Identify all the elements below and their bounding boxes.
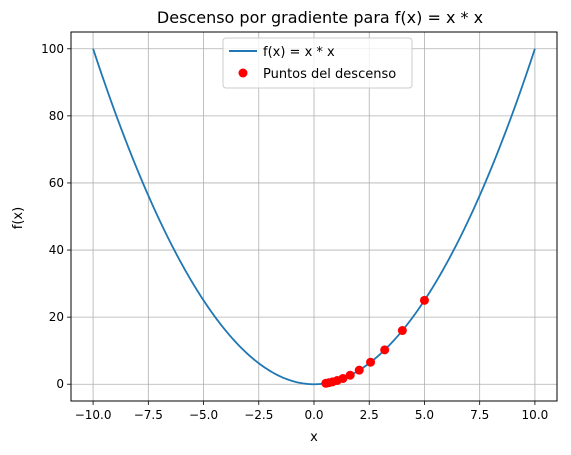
legend: f(x) = x * x Puntos del descenso bbox=[222, 37, 413, 89]
y-tick-label: 60 bbox=[49, 176, 64, 190]
chart-title: Descenso por gradiente para f(x) = x * x bbox=[157, 8, 483, 27]
grid bbox=[71, 32, 557, 401]
legend-label-points: Puntos del descenso bbox=[263, 67, 396, 82]
legend-label-curve: f(x) = x * x bbox=[263, 45, 335, 60]
x-tick-label: −7.5 bbox=[134, 408, 163, 422]
curve-layer bbox=[92, 48, 536, 386]
x-tick-label: 2.5 bbox=[360, 408, 379, 422]
x-tick-label: 10.0 bbox=[522, 408, 549, 422]
x-axis-ticks: −10.0 −7.5 −5.0 −2.5 0.0 2.5 5.0 7.5 10.0 bbox=[75, 401, 549, 422]
y-tick-label: 100 bbox=[41, 42, 64, 56]
descent-point bbox=[345, 370, 355, 380]
y-tick-label: 40 bbox=[49, 243, 64, 257]
y-axis-label: f(x) bbox=[11, 207, 26, 229]
descent-point bbox=[380, 345, 390, 355]
descent-point bbox=[397, 326, 407, 336]
x-tick-label: −2.5 bbox=[244, 408, 273, 422]
descent-point bbox=[321, 378, 331, 388]
y-axis-ticks: 0 20 40 60 80 100 bbox=[41, 42, 71, 391]
y-tick-label: 80 bbox=[49, 109, 64, 123]
descent-point bbox=[419, 295, 429, 305]
legend-box bbox=[222, 37, 413, 89]
x-tick-label: −5.0 bbox=[189, 408, 218, 422]
legend-point-swatch bbox=[238, 68, 248, 78]
x-tick-label: −10.0 bbox=[75, 408, 112, 422]
descent-point bbox=[354, 365, 364, 375]
x-tick-label: 7.5 bbox=[470, 408, 489, 422]
x-axis-label: x bbox=[310, 430, 318, 445]
x-tick-label: 5.0 bbox=[415, 408, 434, 422]
y-tick-label: 20 bbox=[49, 310, 64, 324]
descent-point bbox=[366, 357, 376, 367]
x-tick-label: 0.0 bbox=[304, 408, 323, 422]
points-layer bbox=[321, 295, 429, 388]
curve-line bbox=[92, 48, 536, 386]
y-tick-label: 0 bbox=[56, 377, 64, 391]
